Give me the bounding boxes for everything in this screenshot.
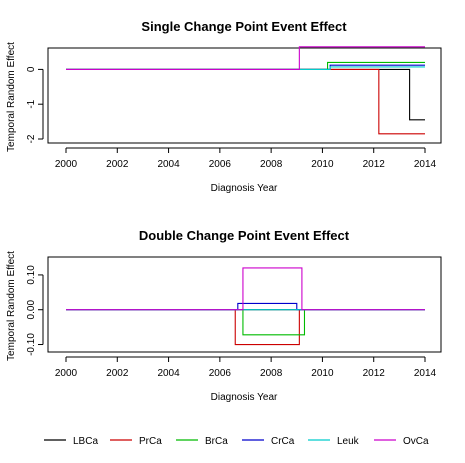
- y-tick-label: 0.10: [26, 265, 37, 285]
- x-tick-label: 2008: [260, 368, 283, 379]
- legend-label: PrCa: [139, 436, 162, 447]
- x-tick-label: 2006: [209, 368, 232, 379]
- series-line-brca: [66, 309, 425, 336]
- series-line-prca: [66, 68, 425, 135]
- x-axis: 2000 2002 2004 2006 2008 2010 2012 2014: [55, 356, 437, 379]
- x-tick-label: 2006: [209, 159, 232, 170]
- x-tick-label: 2008: [260, 159, 283, 170]
- legend-item: CrCa: [242, 436, 295, 447]
- y-tick-label: 0.00: [26, 300, 37, 320]
- y-tick-label: -1: [26, 99, 37, 108]
- chart-title: Double Change Point Event Effect: [139, 228, 350, 243]
- y-axis-label: Temporal Random Effect: [6, 42, 17, 152]
- series-line-lbca: [66, 68, 425, 121]
- series-group: [66, 267, 425, 346]
- x-tick-label: 2014: [414, 368, 437, 379]
- series-group: [66, 46, 425, 135]
- legend-item: BrCa: [176, 436, 228, 447]
- chart-title: Single Change Point Event Effect: [141, 19, 347, 34]
- x-tick-label: 2004: [157, 159, 180, 170]
- y-axis: -2 -1 0: [26, 66, 44, 143]
- series-line-crca: [66, 302, 425, 311]
- y-axis: -0.10 0.00 0.10: [26, 265, 44, 356]
- x-tick-label: 2010: [311, 159, 334, 170]
- plot-frame: [47, 256, 442, 353]
- y-tick-label: 0: [26, 66, 37, 72]
- legend-item: OvCa: [374, 436, 429, 447]
- legend-item: Leuk: [308, 436, 360, 447]
- x-tick-label: 2000: [55, 368, 78, 379]
- series-line-prca: [66, 309, 425, 346]
- legend-item: LBCa: [44, 436, 98, 447]
- legend-label: BrCa: [205, 436, 228, 447]
- y-axis-label: Temporal Random Effect: [6, 251, 17, 361]
- legend-label: LBCa: [73, 436, 98, 447]
- legend: LBCa PrCa BrCa CrCa Leuk OvCa: [44, 436, 429, 447]
- series-line-brca: [66, 61, 425, 70]
- x-tick-label: 2004: [157, 368, 180, 379]
- x-tick-label: 2002: [106, 159, 129, 170]
- legend-item: PrCa: [110, 436, 162, 447]
- x-tick-label: 2000: [55, 159, 78, 170]
- x-tick-label: 2002: [106, 368, 129, 379]
- series-line-ovca: [66, 267, 425, 311]
- x-axis-label: Diagnosis Year: [211, 183, 278, 194]
- series-line-ovca: [66, 46, 425, 70]
- x-tick-label: 2014: [414, 159, 437, 170]
- legend-label: CrCa: [271, 436, 295, 447]
- legend-label: Leuk: [337, 436, 360, 447]
- x-tick-label: 2010: [311, 368, 334, 379]
- x-tick-label: 2012: [363, 159, 386, 170]
- y-tick-label: -2: [26, 134, 37, 143]
- x-axis: 2000 2002 2004 2006 2008 2010 2012 2014: [55, 147, 437, 170]
- double-change-point-panel: Double Change Point Event Effect Diagnos…: [6, 228, 442, 403]
- single-change-point-panel: Single Change Point Event Effect Diagnos…: [6, 19, 442, 194]
- plot-frame: [47, 47, 442, 144]
- legend-label: OvCa: [403, 436, 429, 447]
- x-axis-label: Diagnosis Year: [211, 392, 278, 403]
- y-tick-label: -0.10: [26, 333, 37, 356]
- x-tick-label: 2012: [363, 368, 386, 379]
